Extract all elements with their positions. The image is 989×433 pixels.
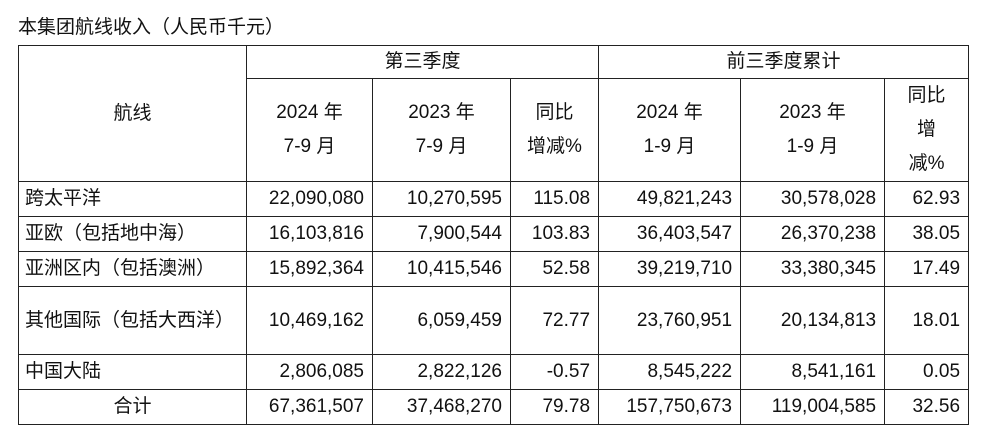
route-cell: 中国大陆 (18, 354, 247, 390)
value-cell: 22,090,080 (246, 181, 373, 217)
value-cell: 38.05 (884, 216, 970, 252)
column-header: 同比增减% (884, 78, 970, 182)
value-cell: 10,415,546 (372, 251, 511, 287)
value-cell: 32.56 (884, 389, 970, 425)
value-cell: 10,469,162 (246, 286, 373, 355)
value-cell: 119,004,585 (740, 389, 886, 425)
header-line: 同比 (907, 85, 946, 106)
header-line: 7-9 月 (283, 136, 336, 157)
data-row: 亚欧（包括地中海） 16,103,816 7,900,544 103.83 36,403… (18, 216, 970, 252)
value-cell: 15,892,364 (246, 251, 373, 287)
value-cell: -0.57 (509, 354, 600, 390)
value-cell: 17.49 (884, 251, 970, 287)
column-header: 同比增减% (509, 78, 600, 182)
group-header: 前三季度累计 (598, 45, 970, 79)
value-cell: 26,370,238 (740, 216, 886, 252)
column-header: 2024 年 7-9 月 (246, 78, 373, 182)
value-cell: 39,219,710 (598, 251, 742, 287)
header-line: 2024 年 (276, 102, 343, 123)
value-cell: 62.93 (884, 181, 970, 217)
value-cell: 8,545,222 (598, 354, 742, 390)
data-row: 亚洲区内（包括澳洲） 15,892,364 10,415,546 52.58 39,21… (18, 251, 970, 287)
header-line: 1-9 月 (643, 136, 696, 157)
header-line: 减% (908, 153, 945, 174)
value-cell: 8,541,161 (740, 354, 886, 390)
value-cell: 36,403,547 (598, 216, 742, 252)
column-header: 2024 年 1-9 月 (598, 78, 742, 182)
header-line: 7-9 月 (415, 136, 468, 157)
value-cell: 49,821,243 (598, 181, 742, 217)
value-cell: 7,900,544 (372, 216, 511, 252)
data-row: 跨太平洋 22,090,080 10,270,595 115.08 49,821,243… (18, 181, 970, 217)
value-cell: 72.77 (509, 286, 600, 355)
header-line: 1-9 月 (786, 136, 839, 157)
revenue-table: 航线 第三季度 前三季度累计 2024 年 7-9 月 2023 年 7-9 月同比 增减% 2… (18, 45, 970, 425)
value-cell: 2,822,126 (372, 354, 511, 390)
data-row: 合计 67,361,507 37,468,270 79.78 157,750,673 11… (18, 389, 970, 425)
header-row: 航线 第三季度 前三季度累计 (18, 45, 970, 182)
caption: 本集团航线收入（人民币千元） (18, 17, 285, 38)
value-cell: 52.58 (509, 251, 600, 287)
column-header: 2023 年 1-9 月 (740, 78, 886, 182)
route-cell: 其他国际（包括大西洋） (18, 286, 247, 355)
data-row: 其他国际（包括大西洋） 10,469,162 6,059,459 72.77 23,76… (18, 286, 970, 355)
route-cell: 跨太平洋 (18, 181, 247, 217)
header-line: 2024 年 (636, 102, 703, 123)
value-cell: 6,059,459 (372, 286, 511, 355)
value-cell: 33,380,345 (740, 251, 886, 287)
value-cell: 37,468,270 (372, 389, 511, 425)
value-cell: 103.83 (509, 216, 600, 252)
value-cell: 0.05 (884, 354, 970, 390)
value-cell: 16,103,816 (246, 216, 373, 252)
header-row: 2024 年 7-9 月 2023 年 7-9 月同比 增减% 2024 年 1-9 月 20… (19, 78, 970, 182)
value-cell: 23,760,951 (598, 286, 742, 355)
value-cell: 20,134,813 (740, 286, 886, 355)
group-header: 第三季度 (245, 45, 600, 79)
route-cell: 合计 (18, 389, 247, 425)
value-cell: 30,578,028 (740, 181, 886, 217)
header-line: 同比 (535, 102, 574, 123)
value-cell: 18.01 (884, 286, 970, 355)
header-line: 增减% (527, 136, 582, 157)
value-cell: 10,270,595 (372, 181, 511, 217)
route-cell: 亚洲区内（包括澳洲） (18, 251, 247, 287)
value-cell: 2,806,085 (246, 354, 373, 390)
value-cell: 157,750,673 (598, 389, 742, 425)
header-line: 2023 年 (408, 102, 475, 123)
column-header: 2023 年 7-9 月 (372, 78, 511, 182)
header-cell: 航线 (18, 45, 247, 182)
value-cell: 79.78 (509, 389, 600, 425)
header-line: 增 (917, 119, 937, 140)
header-line: 2023 年 (779, 102, 846, 123)
value-cell: 67,361,507 (246, 389, 373, 425)
value-cell: 115.08 (509, 181, 600, 217)
data-row: 中国大陆 2,806,085 2,822,126 -0.57 8,545,222 8,54… (18, 354, 970, 390)
route-cell: 亚欧（包括地中海） (18, 216, 247, 252)
